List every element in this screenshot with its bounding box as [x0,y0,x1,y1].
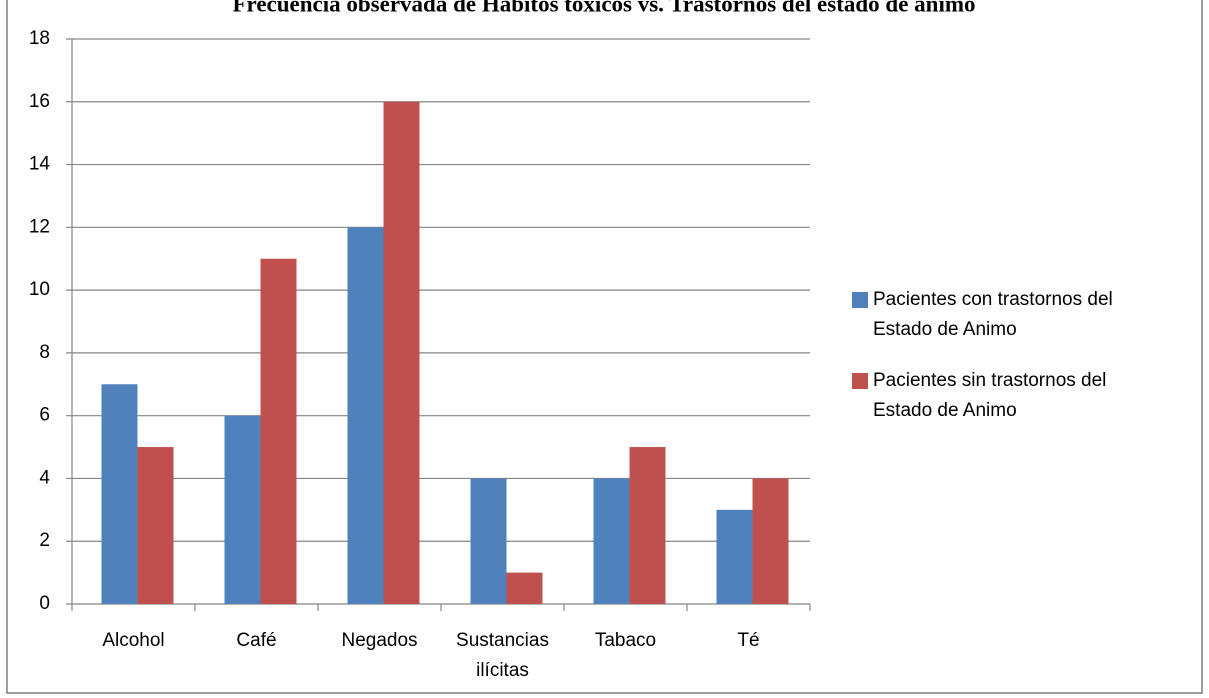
bar [470,478,507,604]
chart-title: Frecuencia observada de Hábitos tóxicos … [232,0,975,16]
legend-label: Pacientes con trastornos del Estado de An… [873,289,1113,340]
bar [716,509,753,604]
y-tick-label: 14 [29,154,51,175]
x-tick-label: Tabaco [595,630,656,651]
x-tick-label: Sustancias ilícitas [456,630,549,681]
bar [101,384,138,604]
bar [752,478,789,604]
bar [224,415,261,604]
legend-swatch [852,373,868,389]
bar [506,572,543,604]
x-tick-label: Té [737,630,759,651]
x-tick-label: Negados [341,630,417,651]
y-tick-label: 4 [39,467,50,488]
bar [629,447,666,604]
legend-swatch [852,292,868,308]
bar [383,101,420,605]
y-tick-label: 12 [29,216,50,237]
bar [347,227,384,605]
y-tick-label: 8 [39,342,50,363]
bar [260,258,297,604]
y-tick-label: 18 [29,28,50,49]
y-tick-label: 2 [39,530,50,551]
x-tick-label: Alcohol [102,630,164,651]
y-tick-label: 0 [39,593,50,614]
x-tick-label: Café [236,630,276,651]
y-tick-label: 10 [29,279,50,300]
y-tick-label: 16 [29,91,50,112]
bar [593,478,630,604]
bar [137,447,174,604]
y-tick-label: 6 [39,405,50,426]
legend-label: Pacientes sin trastornos del Estado de An… [873,370,1106,421]
